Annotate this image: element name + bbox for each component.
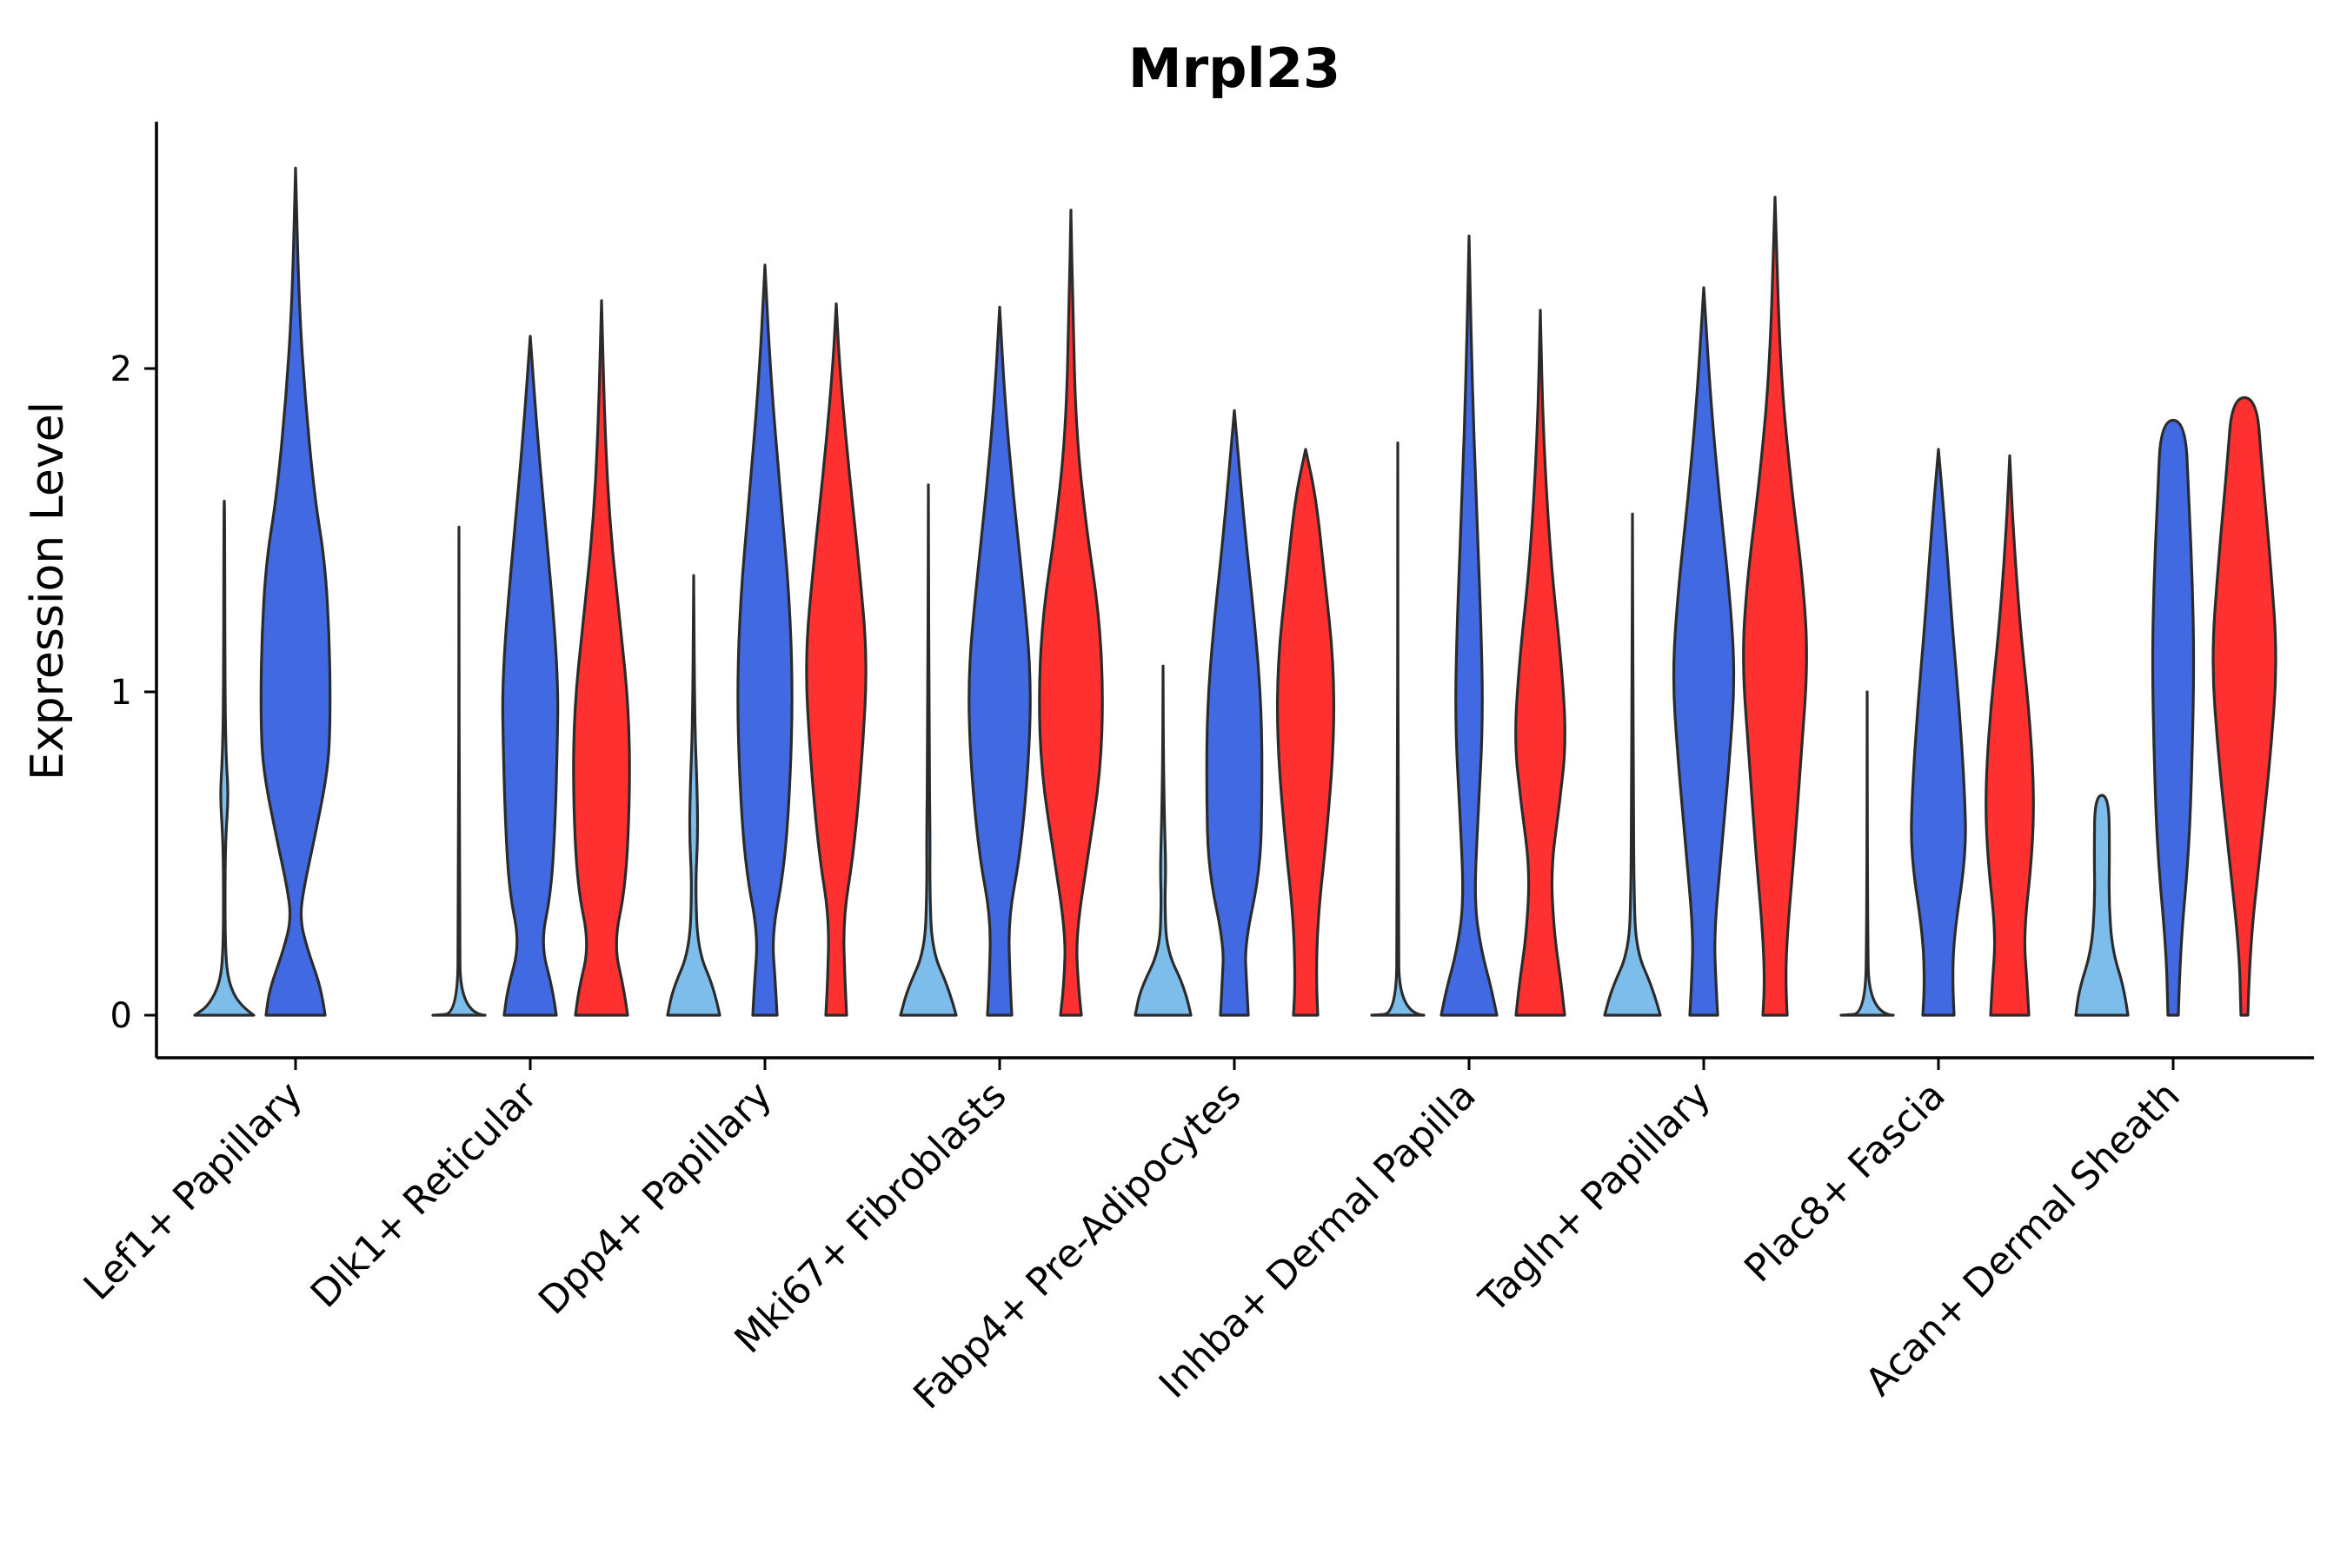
violin-red-5 — [1514, 309, 1566, 1017]
violin-light-blue-3 — [899, 483, 958, 1017]
violin-layer — [193, 166, 2277, 1017]
x-category-label: Plac8+ Fascia — [1736, 1073, 1954, 1292]
violin-red-2 — [805, 302, 868, 1017]
y-axis-label: Expression Level — [22, 402, 74, 781]
violin-light-blue-6 — [1603, 512, 1662, 1017]
violin-light-blue-2 — [666, 574, 721, 1017]
x-category-label: Lef1+ Papillary — [76, 1073, 311, 1309]
violin-blue-1 — [501, 335, 560, 1017]
violin-blue-4 — [1205, 409, 1264, 1017]
x-category-label: Tagln+ Papillary — [1471, 1073, 1719, 1322]
y-tick-label: 2 — [110, 349, 132, 389]
x-category-label: Dpp4+ Papillary — [530, 1073, 781, 1324]
violin-light-blue-7 — [1839, 690, 1895, 1017]
violin-blue-0 — [259, 166, 332, 1017]
y-tick-label: 1 — [110, 673, 132, 713]
violin-blue-5 — [1439, 234, 1499, 1017]
violin-light-blue-0 — [193, 499, 256, 1017]
violin-red-3 — [1038, 209, 1104, 1017]
violin-light-blue-5 — [1370, 442, 1426, 1017]
violin-blue-3 — [967, 305, 1032, 1017]
violin-red-6 — [1742, 196, 1808, 1017]
y-tick-label: 0 — [110, 996, 132, 1036]
x-category-label: Dlk1+ Reticular — [303, 1073, 547, 1317]
violin-light-blue-1 — [431, 525, 487, 1017]
violin-blue-8 — [2151, 418, 2196, 1017]
chart-title: Mrpl23 — [1128, 37, 1340, 100]
violin-light-blue-4 — [1134, 664, 1193, 1017]
violin-red-8 — [2211, 395, 2277, 1017]
violin-blue-7 — [1910, 448, 1967, 1017]
violin-light-blue-8 — [2074, 794, 2130, 1017]
violin-red-4 — [1275, 448, 1336, 1017]
violin-red-7 — [1985, 454, 2035, 1017]
violin-blue-2 — [736, 263, 794, 1017]
violin-blue-6 — [1672, 286, 1736, 1017]
violin-red-1 — [572, 299, 631, 1017]
